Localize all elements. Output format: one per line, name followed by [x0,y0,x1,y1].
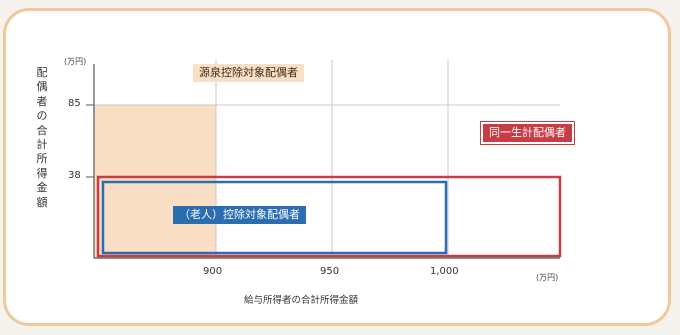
label-same-livelihood-spouse: 同一生計配偶者 [480,121,575,145]
y-tick-label-85: 85 [68,98,81,109]
blue-region [101,180,448,255]
x-unit-label: (万円) [536,273,559,282]
x-tick-label-900: 900 [203,266,223,277]
x-tick-label-950: 950 [320,266,340,277]
label-elderly-deduction-spouse: （老人）控除対象配偶者 [173,206,306,224]
label-withholding-spouse: 源泉控除対象配偶者 [193,64,304,82]
y-tick-label-38: 38 [68,170,81,181]
x-tick-label-1000: 1,000 [430,266,459,277]
x-axis-title: 給与所得者の合計所得金額 [244,295,359,306]
red-region [96,175,562,258]
y-unit-label: (万円) [64,57,87,66]
y-axis-title: 配偶者の合計所得金額 [36,66,48,209]
